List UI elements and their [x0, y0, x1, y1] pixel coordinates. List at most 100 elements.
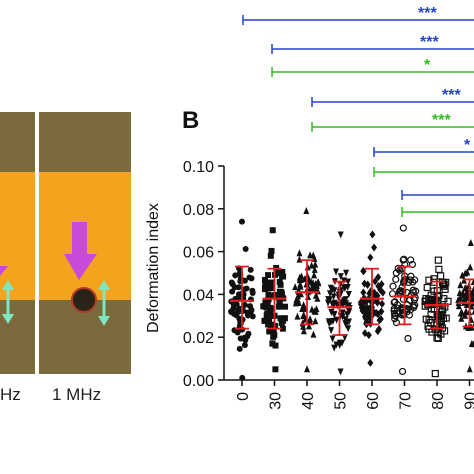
data-point	[241, 342, 248, 349]
data-point	[369, 230, 376, 239]
data-point	[277, 281, 284, 288]
deformation-arrow-right-icon	[98, 280, 110, 326]
data-point	[426, 296, 434, 304]
x-tick-label: 80	[430, 392, 447, 410]
data-point	[423, 283, 431, 292]
data-point	[367, 358, 374, 367]
force-arrow-right-icon	[64, 222, 97, 280]
x-tick-label: 90	[463, 392, 474, 410]
data-point	[270, 328, 277, 335]
series-points-50	[325, 231, 353, 376]
data-point	[337, 231, 344, 239]
significance-bracket: ***	[271, 34, 474, 54]
data-point	[232, 272, 239, 279]
data-point	[372, 277, 379, 286]
data-point	[262, 282, 269, 289]
data-point	[331, 299, 338, 307]
data-point	[345, 278, 352, 286]
data-point	[263, 304, 270, 311]
data-point	[404, 278, 413, 287]
data-point	[407, 272, 415, 280]
y-tick-label: 0.04	[183, 287, 214, 304]
data-point	[265, 321, 272, 328]
data-point	[266, 328, 273, 335]
data-point	[306, 322, 313, 330]
data-point	[470, 340, 474, 348]
data-point	[297, 282, 304, 290]
data-point	[459, 271, 466, 279]
y-tick-label: 0.06	[183, 245, 214, 262]
data-point	[235, 291, 242, 298]
data-point	[274, 270, 281, 277]
data-point	[390, 307, 398, 315]
force-arrow-left-icon	[0, 222, 8, 276]
data-point	[329, 335, 336, 343]
data-point	[268, 247, 275, 254]
data-point	[267, 285, 274, 292]
data-point	[267, 279, 274, 286]
significance-label: *	[424, 57, 431, 74]
data-point	[467, 239, 474, 247]
data-point	[337, 273, 344, 281]
data-point	[308, 277, 315, 285]
significance-bracket	[401, 207, 474, 217]
data-point	[234, 329, 241, 336]
data-point	[337, 368, 344, 376]
data-point	[228, 308, 235, 315]
data-point	[249, 287, 256, 294]
data-point	[239, 374, 246, 381]
y-tick-label: 0.00	[183, 373, 214, 390]
data-point	[427, 310, 435, 319]
data-point	[292, 299, 299, 307]
significance-bracket: *	[271, 57, 474, 77]
data-point	[375, 282, 382, 291]
data-point	[441, 285, 449, 293]
data-point	[279, 325, 286, 332]
y-tick-label: 0.10	[183, 159, 214, 176]
significance-bracket: ***	[311, 112, 474, 132]
significance-label: ***	[442, 87, 461, 104]
panel-letter: B	[182, 107, 199, 134]
significance-bracket: ***	[242, 5, 474, 25]
data-point	[431, 369, 439, 378]
series-points-90	[455, 239, 474, 373]
data-point	[427, 291, 435, 299]
data-point	[296, 249, 303, 257]
data-point	[245, 330, 252, 337]
series-points-70	[388, 224, 420, 376]
data-point	[297, 275, 304, 283]
data-point	[314, 294, 321, 302]
significance-bracket	[373, 167, 474, 177]
data-point	[399, 224, 407, 232]
data-point	[236, 345, 243, 352]
data-point	[235, 284, 242, 291]
frequency-label-right: 1 MHz	[52, 385, 101, 404]
data-point	[303, 206, 310, 214]
data-point	[343, 269, 350, 277]
data-point	[310, 330, 317, 338]
data-point	[307, 314, 314, 322]
data-point	[376, 316, 383, 325]
data-point	[267, 252, 274, 259]
data-point	[404, 334, 412, 343]
data-point	[279, 273, 286, 280]
data-point	[456, 289, 463, 297]
data-point	[376, 325, 383, 334]
y-tick-label: 0.02	[183, 330, 214, 347]
data-point	[392, 318, 401, 327]
data-point	[462, 311, 469, 319]
x-tick-label: 50	[333, 392, 350, 410]
data-point	[269, 340, 276, 347]
data-point	[467, 263, 474, 271]
data-point	[463, 288, 470, 296]
data-point	[248, 306, 255, 313]
data-point	[247, 266, 254, 273]
data-point	[457, 309, 464, 317]
data-point	[331, 311, 338, 319]
data-point	[271, 331, 278, 338]
significance-label: ***	[418, 5, 437, 22]
data-point	[375, 273, 382, 282]
data-point	[241, 301, 248, 308]
data-point	[242, 337, 249, 344]
data-point	[277, 289, 284, 296]
